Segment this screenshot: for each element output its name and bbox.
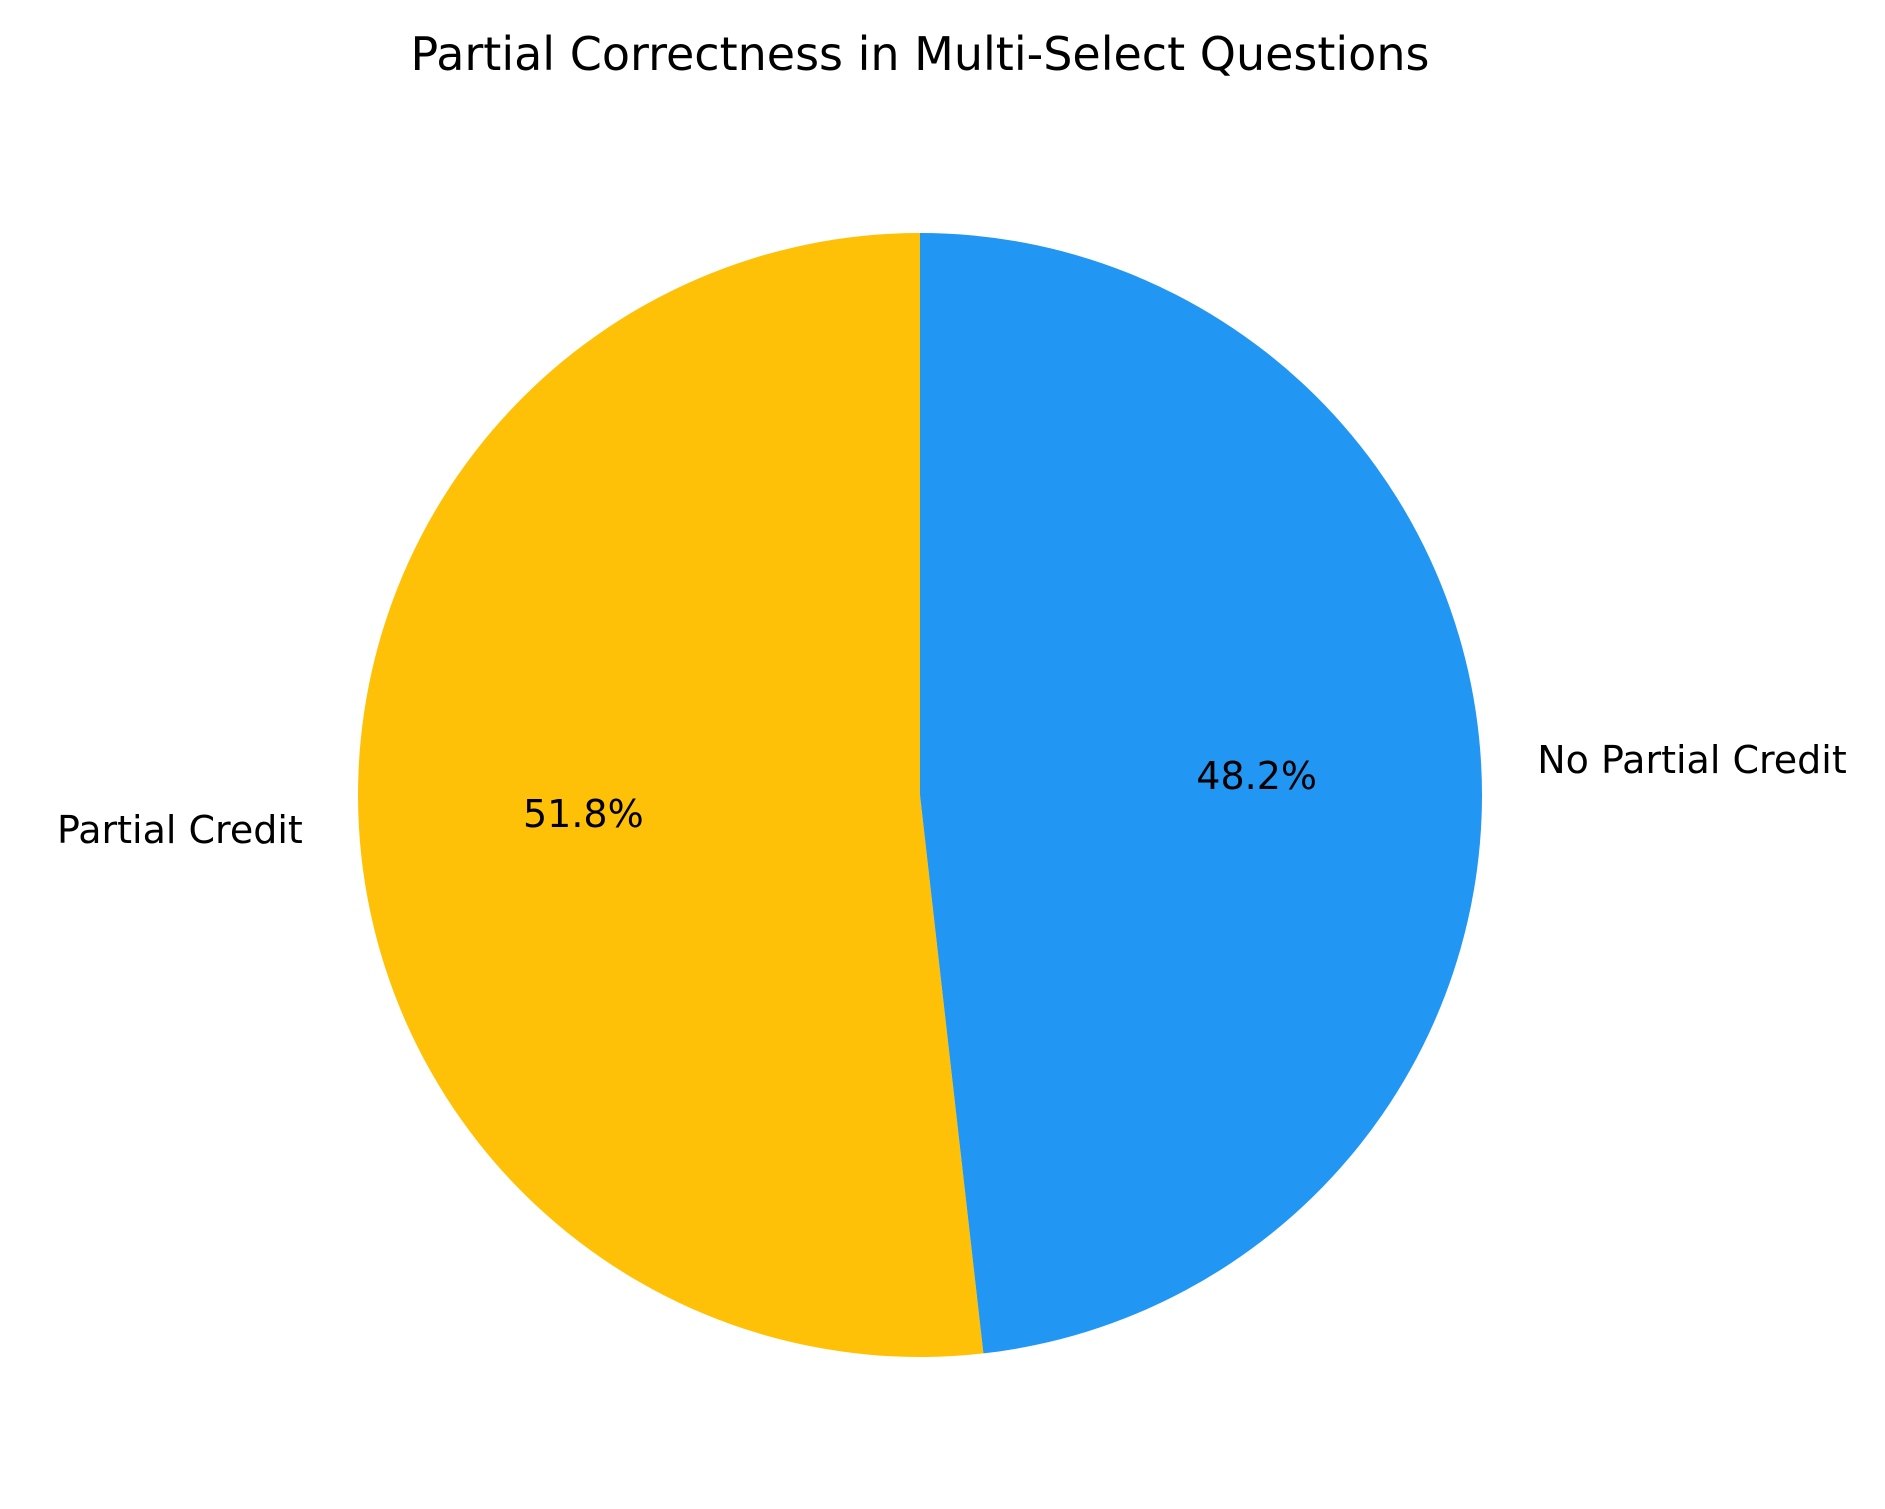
slice-percentage-label: 48.2% bbox=[1196, 754, 1317, 798]
pie-slice-partial-credit bbox=[357, 233, 984, 1358]
pie-labels: Partial Credit 51.8% No Partial Credit 48.2… bbox=[57, 738, 1847, 852]
slice-percentage-label: 51.8% bbox=[523, 792, 644, 836]
pie-slice-no-partial-credit bbox=[920, 233, 1482, 1354]
slice-label: Partial Credit bbox=[57, 808, 303, 852]
pie-slices bbox=[357, 233, 1482, 1358]
chart-title: Partial Correctness in Multi-Select Ques… bbox=[411, 27, 1430, 81]
slice-label: No Partial Credit bbox=[1537, 738, 1847, 782]
